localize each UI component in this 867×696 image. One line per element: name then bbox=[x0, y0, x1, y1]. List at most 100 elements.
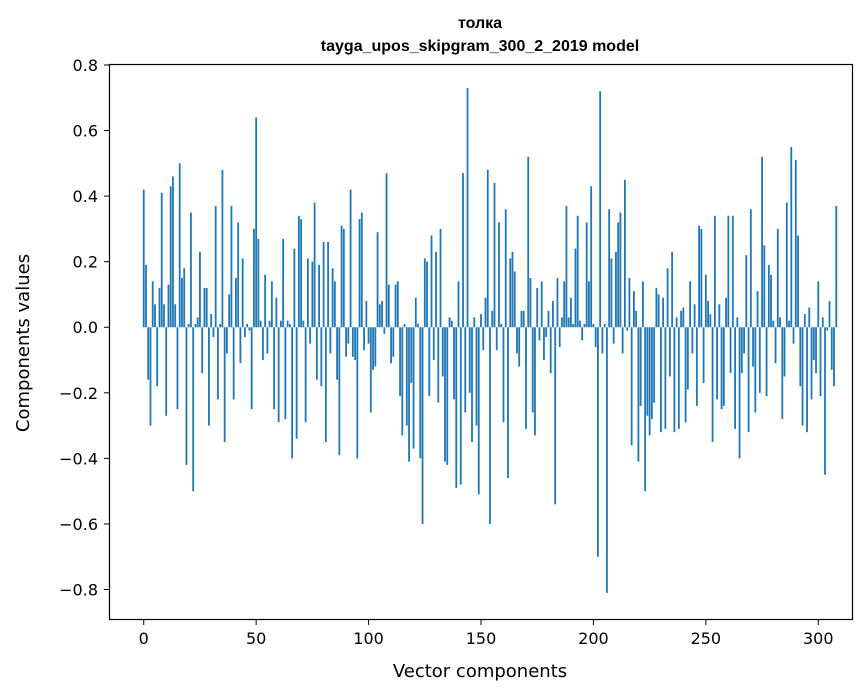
bar bbox=[360, 212, 363, 328]
bar bbox=[720, 327, 723, 410]
bar bbox=[288, 323, 291, 328]
bar bbox=[590, 186, 593, 328]
x-tick-label: 250 bbox=[691, 629, 722, 648]
bar bbox=[588, 281, 590, 328]
bar bbox=[745, 255, 748, 328]
bar bbox=[597, 327, 599, 557]
bar bbox=[615, 251, 617, 328]
bar bbox=[217, 327, 219, 400]
bar bbox=[471, 327, 473, 442]
x-tick-label: 150 bbox=[466, 629, 497, 648]
bar bbox=[340, 225, 343, 328]
bar bbox=[396, 281, 399, 328]
bar bbox=[214, 205, 217, 328]
bar bbox=[502, 327, 505, 423]
bar bbox=[358, 219, 361, 328]
bar bbox=[819, 327, 822, 397]
bar bbox=[752, 327, 754, 367]
bar bbox=[405, 327, 408, 426]
bar bbox=[626, 327, 629, 331]
x-axis-label: Vector components bbox=[393, 661, 567, 682]
bar bbox=[417, 323, 419, 328]
bar bbox=[520, 310, 523, 328]
bar bbox=[653, 327, 656, 403]
bar bbox=[707, 301, 709, 328]
bar bbox=[385, 173, 388, 328]
bar bbox=[403, 323, 406, 328]
bar bbox=[585, 222, 588, 328]
bar bbox=[709, 314, 712, 328]
bar bbox=[628, 278, 631, 328]
bar bbox=[621, 327, 624, 354]
bar bbox=[383, 327, 386, 334]
bar bbox=[363, 327, 365, 351]
bar bbox=[486, 169, 489, 328]
bar bbox=[702, 327, 705, 383]
bar bbox=[345, 327, 347, 357]
bar bbox=[450, 320, 453, 328]
bar bbox=[185, 327, 188, 465]
bar bbox=[257, 238, 260, 328]
bar bbox=[205, 287, 208, 328]
y-tick-label: −0.6 bbox=[59, 515, 98, 534]
bar bbox=[160, 192, 163, 328]
bar bbox=[239, 327, 242, 364]
bar bbox=[540, 281, 543, 328]
bar bbox=[329, 327, 332, 354]
bar bbox=[410, 327, 413, 383]
bar bbox=[749, 209, 752, 328]
bar bbox=[408, 327, 410, 462]
bar bbox=[630, 327, 633, 446]
bar bbox=[826, 327, 829, 331]
bar bbox=[684, 327, 687, 423]
bar bbox=[677, 327, 680, 429]
bar bbox=[680, 310, 683, 328]
bar bbox=[783, 327, 786, 377]
bar bbox=[594, 327, 597, 347]
bar bbox=[650, 327, 653, 420]
bar bbox=[270, 281, 273, 328]
bar bbox=[455, 327, 458, 488]
bar bbox=[356, 327, 359, 459]
bar bbox=[284, 327, 287, 420]
bar bbox=[324, 327, 327, 442]
bar bbox=[716, 327, 718, 400]
bar bbox=[545, 327, 548, 338]
bar bbox=[237, 222, 240, 328]
bar bbox=[736, 317, 739, 328]
bar bbox=[412, 327, 415, 449]
bar bbox=[484, 297, 487, 328]
bar bbox=[549, 327, 552, 374]
bar bbox=[293, 248, 296, 328]
bar bbox=[619, 212, 622, 328]
bar bbox=[230, 205, 233, 328]
bar bbox=[351, 327, 354, 357]
bar bbox=[282, 238, 285, 328]
bar bbox=[210, 314, 213, 328]
bar bbox=[500, 323, 503, 328]
bar bbox=[704, 274, 707, 328]
bar bbox=[581, 327, 584, 341]
bar bbox=[830, 327, 833, 370]
bar bbox=[311, 261, 314, 328]
bar bbox=[824, 327, 826, 475]
bar bbox=[754, 327, 757, 413]
bar bbox=[561, 317, 563, 328]
bar bbox=[277, 327, 280, 423]
bar bbox=[799, 327, 802, 387]
bar bbox=[480, 314, 482, 328]
bar bbox=[570, 297, 572, 328]
bar bbox=[309, 327, 312, 344]
bar bbox=[698, 225, 700, 328]
bar bbox=[432, 327, 435, 361]
bar bbox=[529, 278, 532, 328]
y-tick-label: 0.0 bbox=[73, 318, 98, 337]
bar bbox=[711, 327, 714, 442]
bar bbox=[446, 327, 449, 465]
bar bbox=[322, 242, 325, 328]
bar bbox=[190, 212, 192, 328]
bar bbox=[507, 327, 509, 479]
bar bbox=[401, 327, 404, 436]
bar bbox=[558, 327, 561, 347]
bar bbox=[250, 327, 253, 410]
